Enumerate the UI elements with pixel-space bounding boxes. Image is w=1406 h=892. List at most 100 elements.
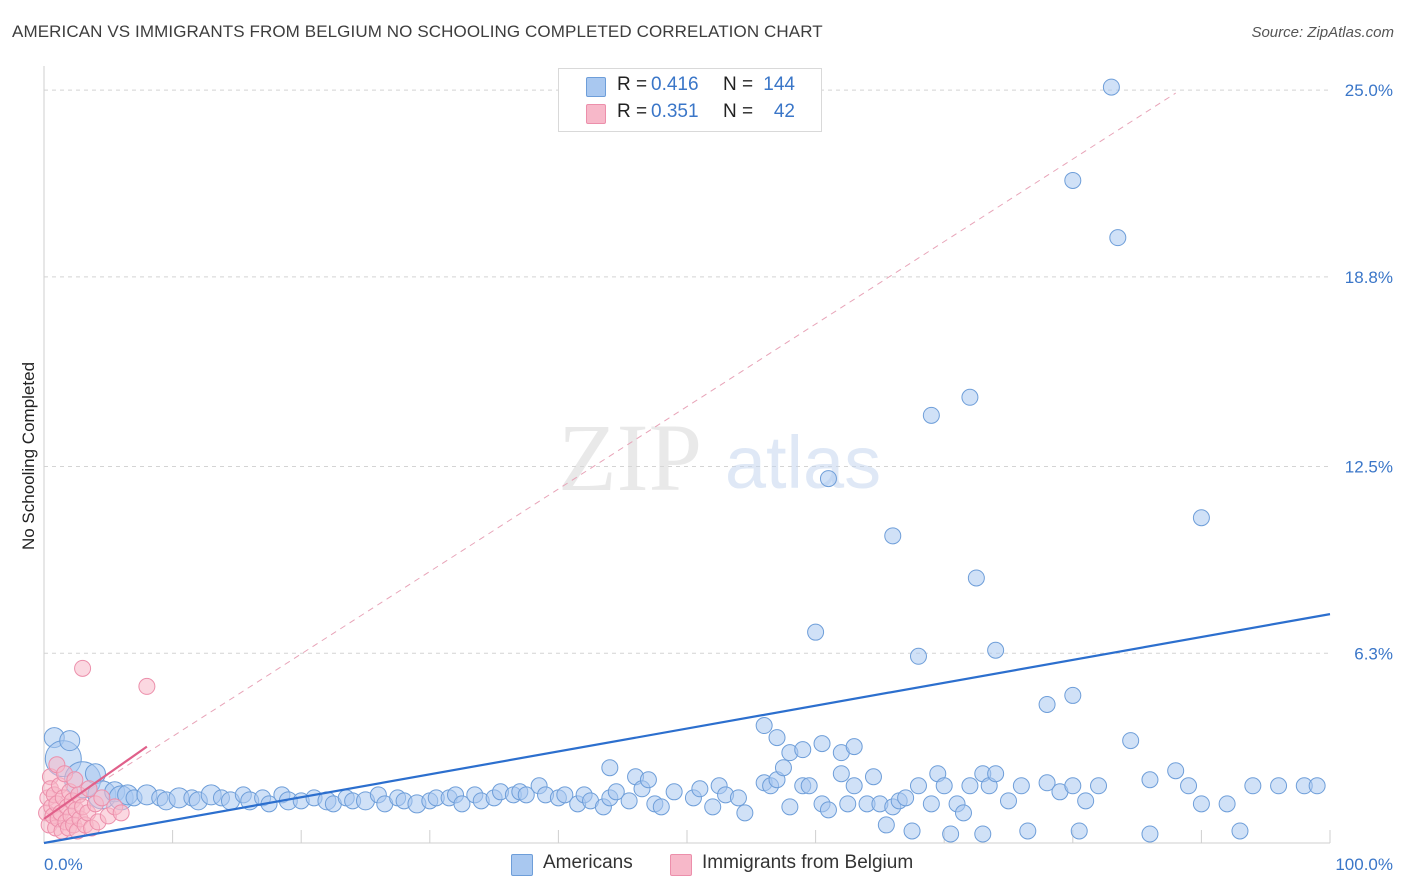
belgium-point: [93, 789, 111, 807]
americans-point: [794, 741, 812, 759]
americans-point: [954, 804, 972, 822]
r-value: 0.416: [651, 74, 699, 95]
belgium-point: [74, 659, 92, 677]
americans-point: [729, 789, 747, 807]
americans-point: [1012, 777, 1030, 795]
y-tick-label: 6.3%: [1354, 644, 1393, 663]
americans-point: [974, 825, 992, 843]
americans-point: [1102, 78, 1120, 96]
americans-point: [807, 623, 825, 641]
americans-point: [691, 780, 709, 798]
americans-point: [884, 527, 902, 545]
americans-point: [1180, 777, 1198, 795]
americans-point: [59, 730, 81, 752]
americans-point: [1064, 171, 1082, 189]
americans-point: [736, 804, 754, 822]
americans-point: [665, 783, 683, 801]
watermark: ZIP atlas: [558, 404, 881, 511]
y-tick-label: 25.0%: [1345, 81, 1393, 100]
americans-point: [1122, 732, 1140, 750]
legend-row-belgium: R = 0.351 N = 42: [559, 101, 821, 127]
r-label: R =: [617, 101, 648, 122]
americans-point: [607, 783, 625, 801]
americans-point: [942, 825, 960, 843]
americans-point: [1167, 762, 1185, 780]
americans-point: [909, 777, 927, 795]
x-tick-label-min: 0.0%: [44, 855, 83, 874]
americans-point: [839, 795, 857, 813]
n-label: N =: [723, 101, 754, 122]
belgium-swatch: [586, 104, 606, 124]
n-value: 42: [773, 101, 795, 122]
americans-point: [845, 738, 863, 756]
americans-point: [1244, 777, 1262, 795]
americans-point: [877, 816, 895, 834]
grid-layer: [44, 89, 1330, 654]
belgium-legend-label: Immigrants from Belgium: [702, 852, 914, 873]
y-tick-label: 18.8%: [1345, 268, 1393, 287]
americans-point: [987, 641, 1005, 659]
americans-point: [1308, 777, 1326, 795]
americans-point: [704, 798, 722, 816]
americans-point: [800, 777, 818, 795]
y-axis-title: No Schooling Completed: [19, 362, 38, 550]
americans-point: [819, 470, 837, 488]
americans-trend-line: [43, 613, 1331, 845]
americans-point: [819, 801, 837, 819]
americans-point: [1038, 695, 1056, 713]
americans-point: [1218, 795, 1236, 813]
americans-point: [1000, 792, 1017, 810]
americans-point: [832, 765, 850, 783]
americans-point: [987, 765, 1005, 783]
americans-point: [813, 735, 831, 753]
americans-point: [1141, 825, 1159, 843]
americans-point: [897, 789, 915, 807]
americans-point: [1270, 777, 1288, 795]
americans-point: [1064, 777, 1082, 795]
americans-point: [517, 786, 535, 804]
r-value: 0.351: [651, 101, 699, 122]
americans-point: [1231, 822, 1249, 840]
r-label: R =: [617, 74, 648, 95]
correlation-legend: R = 0.416 N = 144 R = 0.351 N = 42: [558, 68, 822, 132]
americans-point: [1192, 509, 1210, 527]
belgium-legend-swatch: [670, 854, 692, 876]
x-tick-label-max: 100.0%: [1335, 855, 1393, 874]
reference-line-layer: [43, 92, 1176, 820]
watermark-atlas: atlas: [725, 421, 881, 504]
americans-point: [1019, 822, 1037, 840]
n-value: 144: [763, 74, 795, 95]
americans-point: [1141, 771, 1159, 789]
points-layer: [38, 78, 1326, 843]
americans-point: [922, 795, 940, 813]
americans-point: [864, 768, 882, 786]
reference-dashed-line: [43, 92, 1176, 820]
americans-point: [601, 759, 619, 777]
chart-title: AMERICAN VS IMMIGRANTS FROM BELGIUM NO S…: [12, 22, 823, 41]
americans-point: [774, 759, 792, 777]
americans-point: [556, 786, 574, 804]
americans-point: [1064, 686, 1082, 704]
y-tick-label: 12.5%: [1345, 458, 1393, 477]
source-credit: Source: ZipAtlas.com: [1251, 24, 1394, 41]
americans-point: [1109, 229, 1127, 247]
americans-point: [922, 406, 940, 424]
americans-point: [845, 777, 863, 795]
americans-point: [903, 822, 921, 840]
legend-row-americans: R = 0.416 N = 144: [559, 74, 821, 100]
americans-point: [781, 798, 799, 816]
americans-point: [1070, 822, 1088, 840]
belgium-trend-line: [43, 745, 148, 820]
americans-point: [961, 388, 979, 406]
watermark-zip: ZIP: [558, 404, 702, 511]
n-label: N =: [723, 74, 754, 95]
americans-point: [620, 792, 638, 810]
americans-point: [1077, 792, 1095, 810]
tick-layer: 6.3% 12.5% 18.8% 25.0% 0.0% 100.0%: [44, 81, 1393, 874]
americans-point: [1038, 774, 1056, 792]
belgium-point: [66, 771, 84, 789]
americans-point: [935, 777, 953, 795]
americans-legend-swatch: [511, 854, 533, 876]
americans-swatch: [586, 77, 606, 97]
